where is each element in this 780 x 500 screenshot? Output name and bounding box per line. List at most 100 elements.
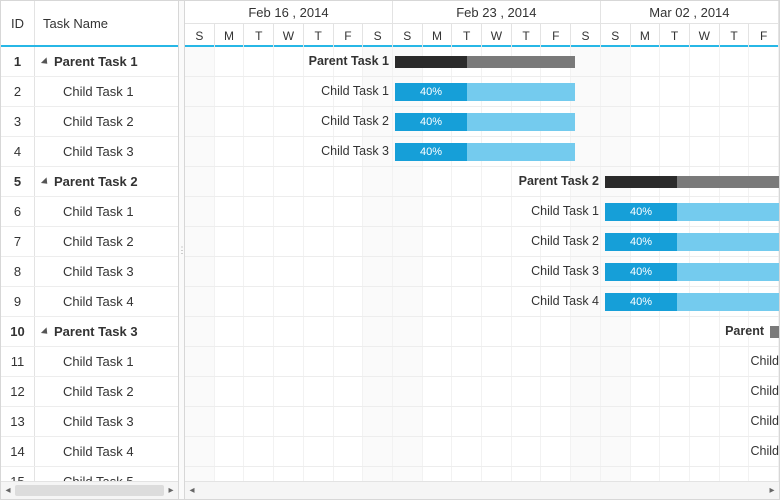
week-header-cell: Mar 02 , 2014: [601, 1, 779, 24]
task-row[interactable]: 6Child Task 1: [1, 197, 178, 227]
task-grid-header: ID Task Name: [1, 1, 178, 47]
task-name-cell: Child Task 1: [35, 77, 178, 106]
timeline-row: Child Task 2 40%: [185, 107, 779, 137]
task-id-cell: 7: [1, 227, 35, 256]
taskbar-label: Child Task 3: [321, 144, 389, 158]
task-row[interactable]: 11Child Task 1: [1, 347, 178, 377]
horizontal-scrollbar-right[interactable]: ◂ ▸: [185, 481, 779, 499]
timeline-header-weeks: Feb 16 , 2014Feb 23 , 2014Mar 02 , 2014: [185, 1, 779, 24]
task-id-cell: 1: [1, 47, 35, 76]
day-header-cell: S: [601, 24, 631, 47]
scroll-right-icon[interactable]: ▸: [765, 482, 779, 499]
task-row[interactable]: 4Child Task 3: [1, 137, 178, 167]
week-header-cell: Feb 23 , 2014: [393, 1, 601, 24]
task-grid-body: 1Parent Task 12Child Task 13 Child Task 2…: [1, 47, 178, 481]
task-row[interactable]: 14Child Task 4: [1, 437, 178, 467]
timeline-row: Child: [185, 377, 779, 407]
task-name-cell: Child Task 2: [35, 227, 178, 256]
horizontal-scrollbar-left[interactable]: ◂ ▸: [1, 481, 178, 499]
day-header-cell: S: [363, 24, 393, 47]
task-name-cell: Parent Task 3: [35, 317, 178, 346]
task-row[interactable]: 9Child Task 4: [1, 287, 178, 317]
task-name-label: Child Task 2: [63, 234, 134, 249]
child-taskbar[interactable]: 40%: [605, 293, 779, 311]
task-name-label: Child Task 2: [63, 114, 134, 129]
task-name-cell: Child Task 2: [35, 377, 178, 406]
parent-taskbar[interactable]: [395, 56, 575, 68]
task-row[interactable]: 8 Child Task 3: [1, 257, 178, 287]
timeline-body[interactable]: Parent Task 1 Child Task 1 40% Child Task 2…: [185, 47, 779, 481]
day-header-cell: S: [571, 24, 601, 47]
timeline-row: Child: [185, 437, 779, 467]
task-id-cell: 11: [1, 347, 35, 376]
taskbar-progress: [605, 176, 677, 188]
task-row[interactable]: 3 Child Task 2: [1, 107, 178, 137]
timeline-row: Parent: [185, 317, 779, 347]
day-header-cell: F: [334, 24, 364, 47]
task-name-cell: Child Task 5: [35, 467, 178, 481]
expand-collapse-icon[interactable]: [41, 177, 50, 186]
scroll-right-icon[interactable]: ▸: [164, 482, 178, 499]
task-id-cell: 14: [1, 437, 35, 466]
child-taskbar[interactable]: 40%: [605, 203, 779, 221]
task-id-cell: 3: [1, 107, 35, 136]
task-name-label: Child Task 1: [63, 204, 134, 219]
task-id-cell: 4: [1, 137, 35, 166]
task-row[interactable]: 12Child Task 2: [1, 377, 178, 407]
task-row[interactable]: 15Child Task 5: [1, 467, 178, 481]
child-taskbar[interactable]: 40%: [395, 83, 575, 101]
task-name-label: Child Task 5: [63, 474, 134, 481]
task-name-cell: Child Task 3: [35, 257, 178, 286]
task-name-cell: Child Task 4: [35, 437, 178, 466]
task-name-label: Child Task 3: [63, 264, 134, 279]
task-grid-panel: ID Task Name 1Parent Task 12Child Task 1…: [1, 1, 179, 499]
taskbar-label: Parent Task 1: [309, 54, 389, 68]
week-header-cell: Feb 16 , 2014: [185, 1, 393, 24]
task-name-cell: Parent Task 2: [35, 167, 178, 196]
day-header-cell: W: [274, 24, 304, 47]
task-row[interactable]: 13Child Task 3: [1, 407, 178, 437]
scroll-left-icon[interactable]: ◂: [1, 482, 15, 499]
task-name-cell: Parent Task 1: [35, 47, 178, 76]
gantt-chart: ID Task Name 1Parent Task 12Child Task 1…: [0, 0, 780, 500]
day-header-cell: S: [393, 24, 423, 47]
expand-collapse-icon[interactable]: [41, 57, 50, 66]
timeline-row: Child: [185, 407, 779, 437]
day-header-cell: W: [482, 24, 512, 47]
child-taskbar[interactable]: 40%: [395, 143, 575, 161]
task-row[interactable]: 5Parent Task 2: [1, 167, 178, 197]
column-header-name[interactable]: Task Name: [35, 1, 178, 45]
taskbar-progress: 40%: [605, 263, 677, 281]
taskbar-progress: [395, 56, 467, 68]
task-id-cell: 9: [1, 287, 35, 316]
timeline-row: Child Task 240%: [185, 227, 779, 257]
day-header-cell: T: [452, 24, 482, 47]
taskbar-label: Child Task 2: [321, 114, 389, 128]
child-taskbar[interactable]: 40%: [605, 233, 779, 251]
child-taskbar[interactable]: 40%: [605, 263, 779, 281]
task-row[interactable]: 2Child Task 1: [1, 77, 178, 107]
expand-collapse-icon[interactable]: [41, 327, 50, 336]
task-row[interactable]: 10Parent Task 3: [1, 317, 178, 347]
task-id-cell: 8: [1, 257, 35, 286]
task-name-label: Child Task 2: [63, 384, 134, 399]
timeline-row: Child Task 1 40%: [185, 77, 779, 107]
column-header-id[interactable]: ID: [1, 1, 35, 45]
timeline-panel: Feb 16 , 2014Feb 23 , 2014Mar 02 , 2014 …: [185, 1, 779, 499]
task-name-label: Child Task 1: [63, 84, 134, 99]
task-id-cell: 5: [1, 167, 35, 196]
day-header-cell: T: [720, 24, 750, 47]
day-header-cell: S: [185, 24, 215, 47]
task-row[interactable]: 1Parent Task 1: [1, 47, 178, 77]
parent-taskbar[interactable]: [605, 176, 779, 188]
taskbar-progress: 40%: [395, 143, 467, 161]
scroll-left-icon[interactable]: ◂: [185, 482, 199, 499]
child-taskbar[interactable]: 40%: [395, 113, 575, 131]
timeline-header-days: SMTWTFSSMTWTFSSMTWTF: [185, 24, 779, 47]
scrollbar-thumb[interactable]: [15, 485, 164, 496]
taskbar-label: Child Task 1: [321, 84, 389, 98]
parent-taskbar[interactable]: [770, 326, 779, 338]
taskbar-progress: 40%: [395, 113, 467, 131]
task-row[interactable]: 7 Child Task 2: [1, 227, 178, 257]
taskbar-label: Child: [751, 354, 780, 368]
